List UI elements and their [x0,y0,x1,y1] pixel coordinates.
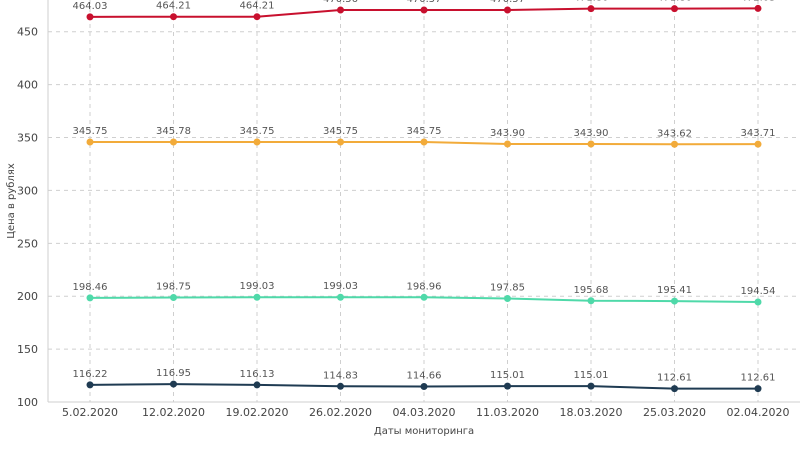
data-point [337,293,344,301]
y-tick-label: 300 [17,184,38,197]
data-label: 343.62 [657,128,692,139]
series-layer [86,4,762,393]
data-point [86,138,94,146]
x-tick-label: 26.02.2020 [309,406,372,419]
data-point [170,13,177,21]
x-tick-label: 25.03.2020 [643,406,706,419]
data-point [587,297,595,305]
data-point [420,6,428,14]
data-label: 345.75 [73,126,108,137]
data-point [587,5,595,13]
data-label: 343.90 [574,128,609,139]
data-point [337,382,344,390]
data-point [170,294,177,302]
data-label: 198.46 [73,282,108,293]
x-tick-label: 02.04.2020 [727,406,790,419]
data-point [754,4,762,12]
x-tick-label: 5.02.2020 [62,406,118,419]
data-label: 345.75 [407,126,442,137]
data-point [754,385,762,393]
grid [48,0,800,402]
data-label: 114.66 [407,370,442,381]
data-point [587,382,595,390]
data-label: 199.03 [240,281,275,292]
data-label: 464.21 [156,1,191,12]
data-label: 471.80 [574,0,609,4]
data-point [671,140,678,148]
data-point [420,138,428,146]
data-point [253,293,261,301]
y-tick-label: 100 [17,396,38,409]
data-point [420,382,428,390]
data-label: 115.01 [574,370,609,381]
data-label: 112.61 [657,373,692,384]
data-label: 112.61 [741,373,776,384]
data-point [337,6,344,14]
data-label: 116.22 [73,369,108,380]
data-point [754,140,762,148]
data-point [86,294,94,302]
data-label: 116.95 [156,368,191,379]
y-tick-label: 250 [17,237,38,250]
data-label: 471.80 [657,0,692,4]
x-tick-label: 19.02.2020 [226,406,289,419]
x-tick-label: 04.03.2020 [393,406,456,419]
data-label: 470.57 [407,0,442,5]
data-point [671,297,678,305]
data-label: 345.75 [240,126,275,137]
data-label: 195.41 [657,285,692,296]
x-axis-title: Даты мониторинга [374,426,474,437]
data-point [337,138,344,146]
data-label: 345.75 [323,126,358,137]
data-point [504,140,511,148]
data-point [671,5,678,13]
data-label: 470.57 [490,0,525,5]
data-point [504,6,511,14]
y-tick-label: 450 [17,26,38,39]
data-point [671,385,678,393]
y-tick-label: 400 [17,79,38,92]
data-label: 343.71 [741,128,776,139]
data-label: 197.85 [490,282,525,293]
data-point [170,138,177,146]
data-point [504,294,511,302]
data-point [420,293,428,301]
data-point [253,13,261,21]
data-label: 199.03 [323,281,358,292]
data-label: 343.90 [490,128,525,139]
x-tick-label: 18.03.2020 [560,406,623,419]
data-label: 470.56 [323,0,358,5]
data-label: 464.03 [73,1,108,12]
data-point [754,298,762,306]
data-point [253,381,261,389]
data-label: 198.75 [156,282,191,293]
data-label: 116.13 [240,369,275,380]
data-point [170,380,177,388]
x-tick-label: 11.03.2020 [476,406,539,419]
data-label: 115.01 [490,370,525,381]
y-tick-label: 200 [17,290,38,303]
axes: 100 150 200 250 300 350 400 450 5.02.2020 12.02.2… [17,0,800,419]
data-point [86,13,94,21]
data-label: 472.03 [741,0,776,3]
data-label: 195.68 [574,285,609,296]
data-label: 464.21 [240,1,275,12]
data-point [86,381,94,389]
y-tick-label: 350 [17,132,38,145]
data-label: 114.83 [323,370,358,381]
data-point [587,140,595,148]
y-tick-label: 150 [17,343,38,356]
data-point [253,138,261,146]
x-tick-label: 12.02.2020 [142,406,205,419]
data-label: 198.96 [407,281,442,292]
data-label: 345.78 [156,126,191,137]
y-axis-title: Цена в рублях [6,163,17,239]
data-point [504,382,511,390]
data-label: 194.54 [741,286,776,297]
data-labels: 464.03 464.21 464.21 470.56 470.57 470.57 471.… [73,0,776,384]
